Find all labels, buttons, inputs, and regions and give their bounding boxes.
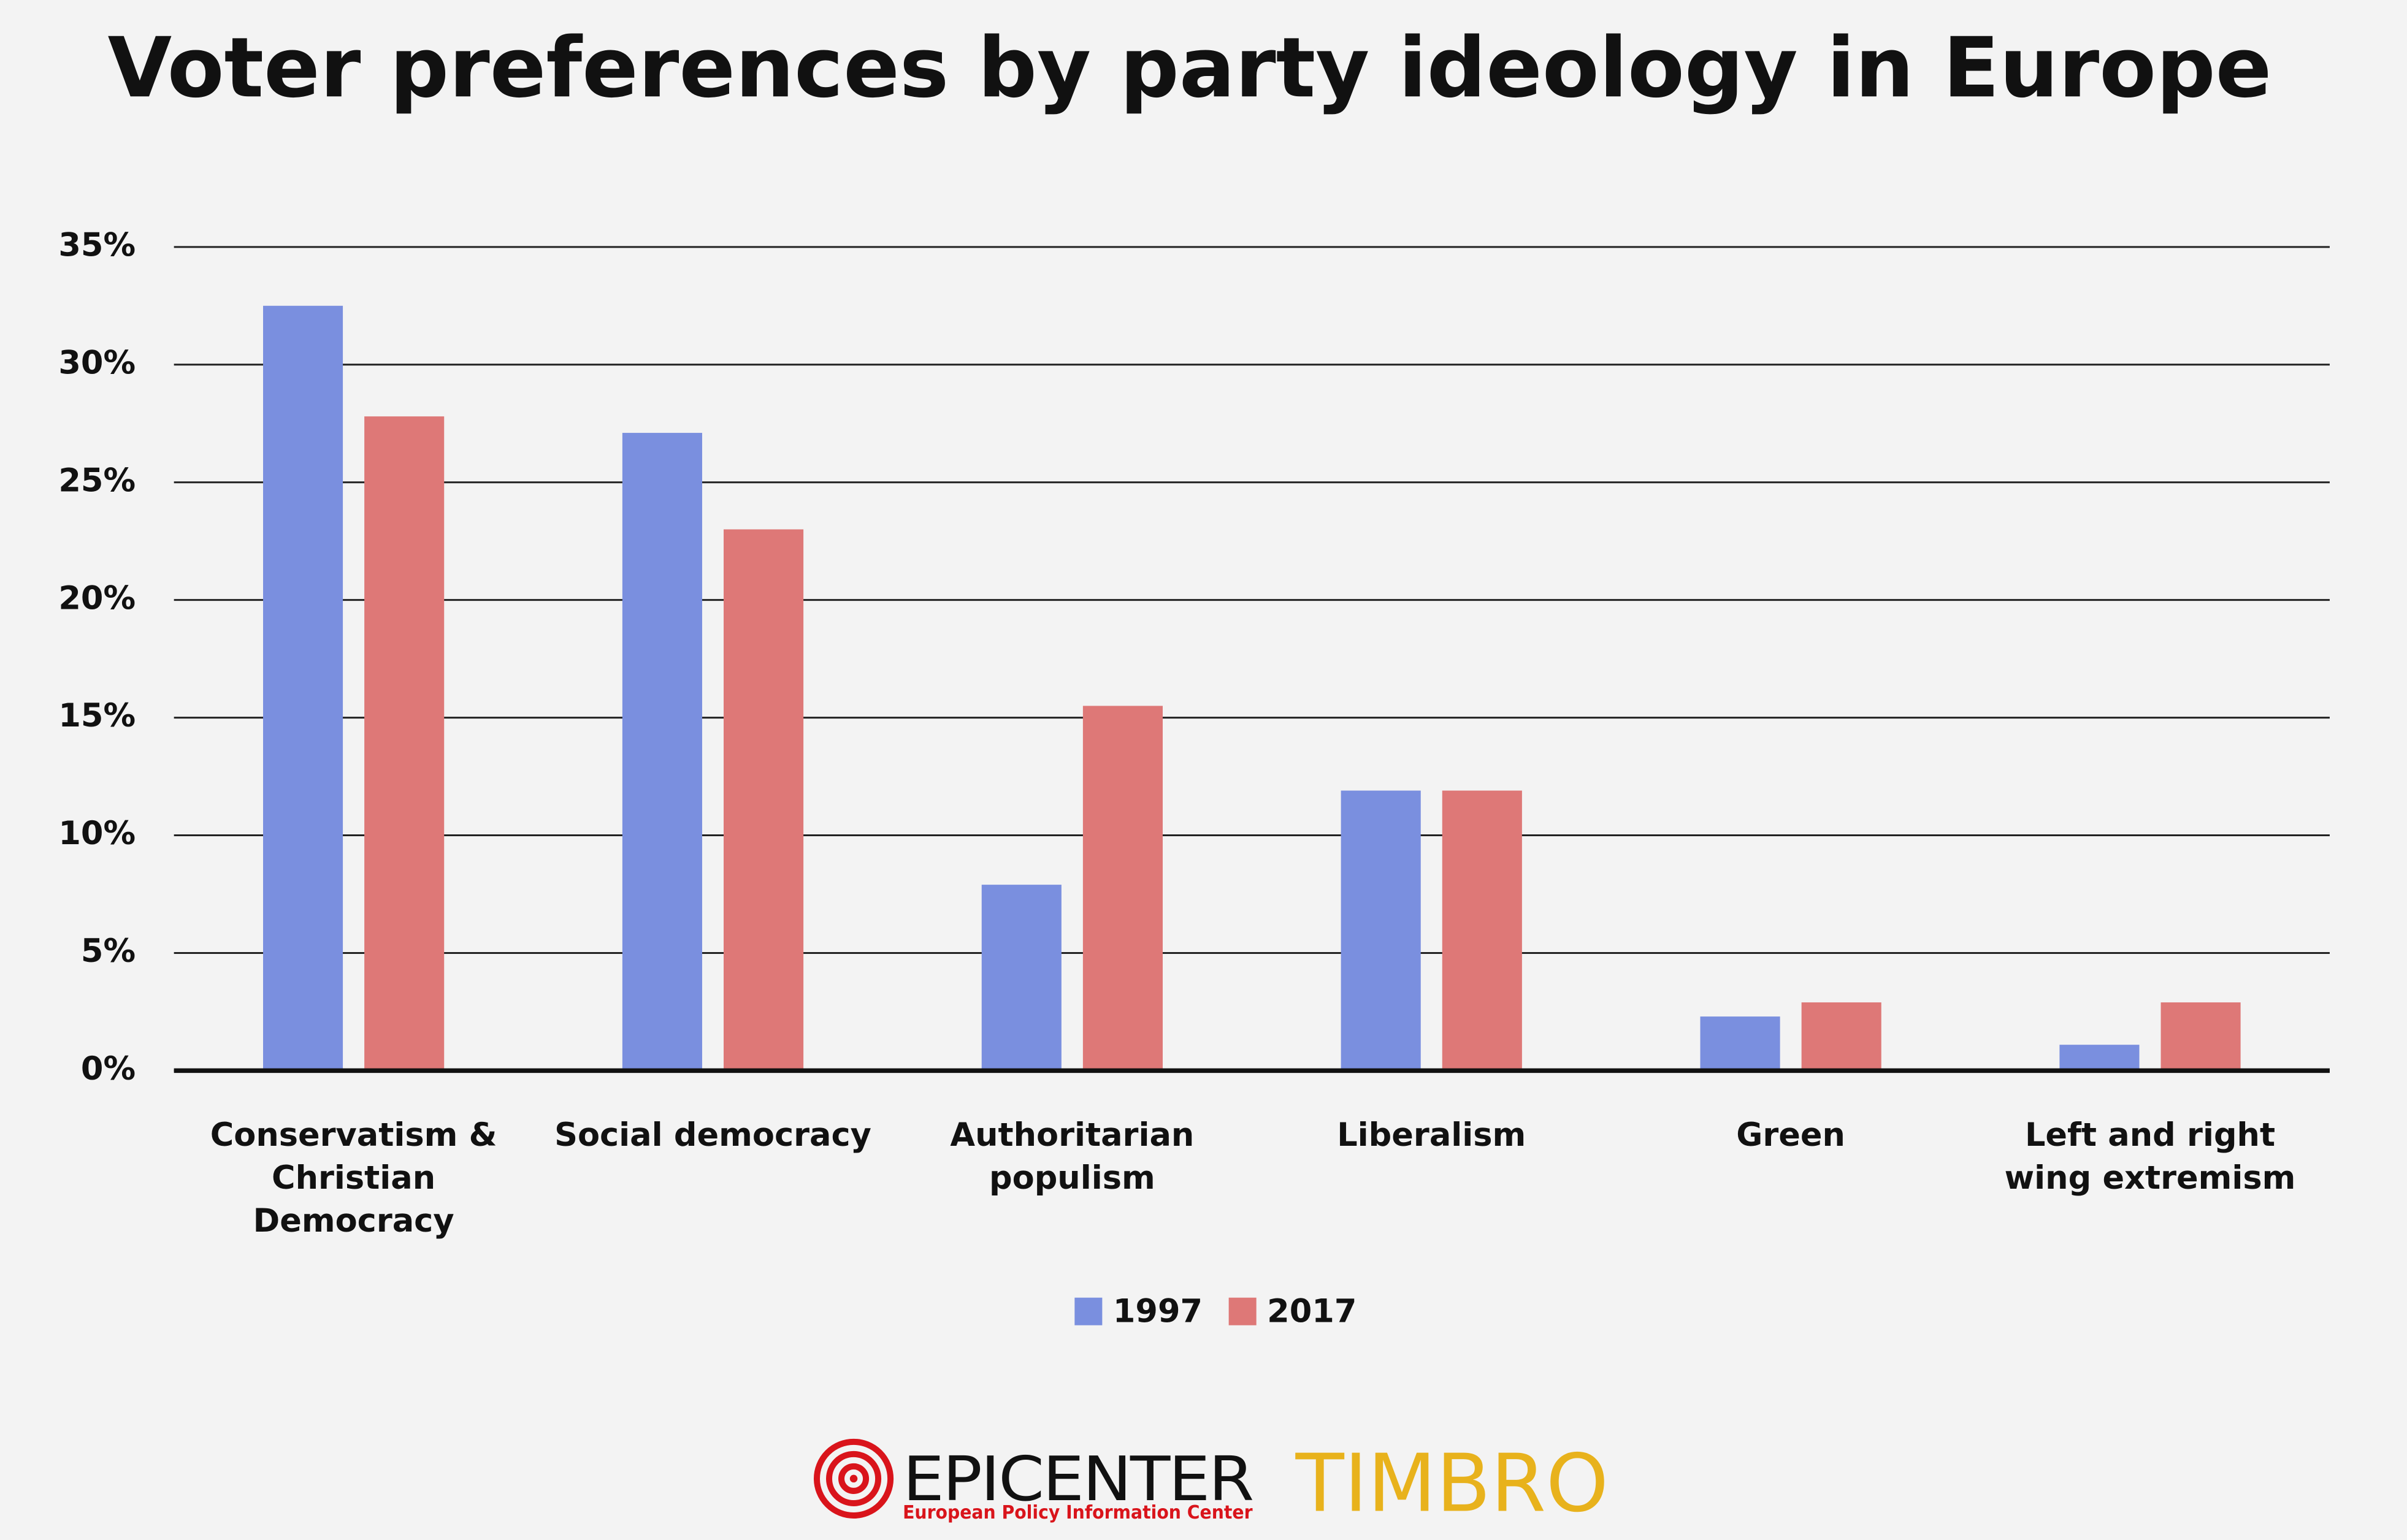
- x-tick-label: Green: [1736, 1116, 1845, 1154]
- x-tick-label: Social democracy: [554, 1116, 871, 1154]
- label-line: Liberalism: [1337, 1116, 1526, 1154]
- bar: [1341, 790, 1421, 1071]
- epicenter-name: EPICENTER: [903, 1443, 1252, 1515]
- bar: [981, 885, 1062, 1071]
- bar: [1442, 790, 1522, 1071]
- label-line: wing extremism: [2005, 1159, 2296, 1197]
- y-tick-label: 20%: [58, 579, 136, 617]
- legend-label: 2017: [1267, 1292, 1357, 1330]
- bar: [2059, 1045, 2140, 1071]
- label-line: Conservatism &: [210, 1116, 497, 1154]
- bar: [1700, 1016, 1780, 1071]
- label-line: Authoritarian: [950, 1116, 1194, 1154]
- bar: [364, 416, 445, 1071]
- x-tick-label: Authoritarian populism: [950, 1116, 1194, 1197]
- x-tick-label: Left and right wing extremism: [2005, 1116, 2296, 1197]
- y-tick-label: 0%: [81, 1050, 136, 1088]
- y-tick-label: 10%: [58, 815, 136, 852]
- bar: [1082, 706, 1163, 1071]
- y-tick-label: 25%: [58, 462, 136, 499]
- label-line: Christian: [272, 1159, 435, 1197]
- bar: [724, 529, 804, 1071]
- label-line: Green: [1736, 1116, 1845, 1154]
- y-tick-label: 5%: [81, 932, 136, 970]
- epicenter-logo: EPICENTER European Policy Information Ce…: [813, 1438, 1254, 1523]
- legend-swatch: [1074, 1297, 1103, 1325]
- y-tick-label: 15%: [58, 697, 136, 734]
- label-line: Democracy: [253, 1202, 454, 1240]
- label-line: Left and right: [2025, 1116, 2275, 1154]
- label-line: populism: [989, 1159, 1155, 1197]
- legend-swatch: [1228, 1297, 1257, 1325]
- legend: 1997 2017: [1074, 1292, 1357, 1330]
- chart-title: Voter preferences by party ideology in E…: [108, 20, 2272, 116]
- x-tick-label: Conservatism & Christian Democracy: [210, 1116, 497, 1240]
- y-tick-label: 30%: [58, 344, 136, 381]
- bar: [2160, 1002, 2241, 1071]
- bar: [262, 305, 343, 1071]
- epicenter-subtitle: European Policy Information Center: [903, 1502, 1253, 1523]
- timbro-logo: TIMBRO: [1295, 1436, 1609, 1530]
- x-tick-label: Liberalism: [1337, 1116, 1526, 1154]
- bar: [622, 433, 702, 1071]
- label-line: Social democracy: [554, 1116, 871, 1154]
- bar: [1801, 1002, 1881, 1071]
- y-tick-label: 35%: [58, 226, 136, 264]
- legend-label: 1997: [1113, 1292, 1203, 1330]
